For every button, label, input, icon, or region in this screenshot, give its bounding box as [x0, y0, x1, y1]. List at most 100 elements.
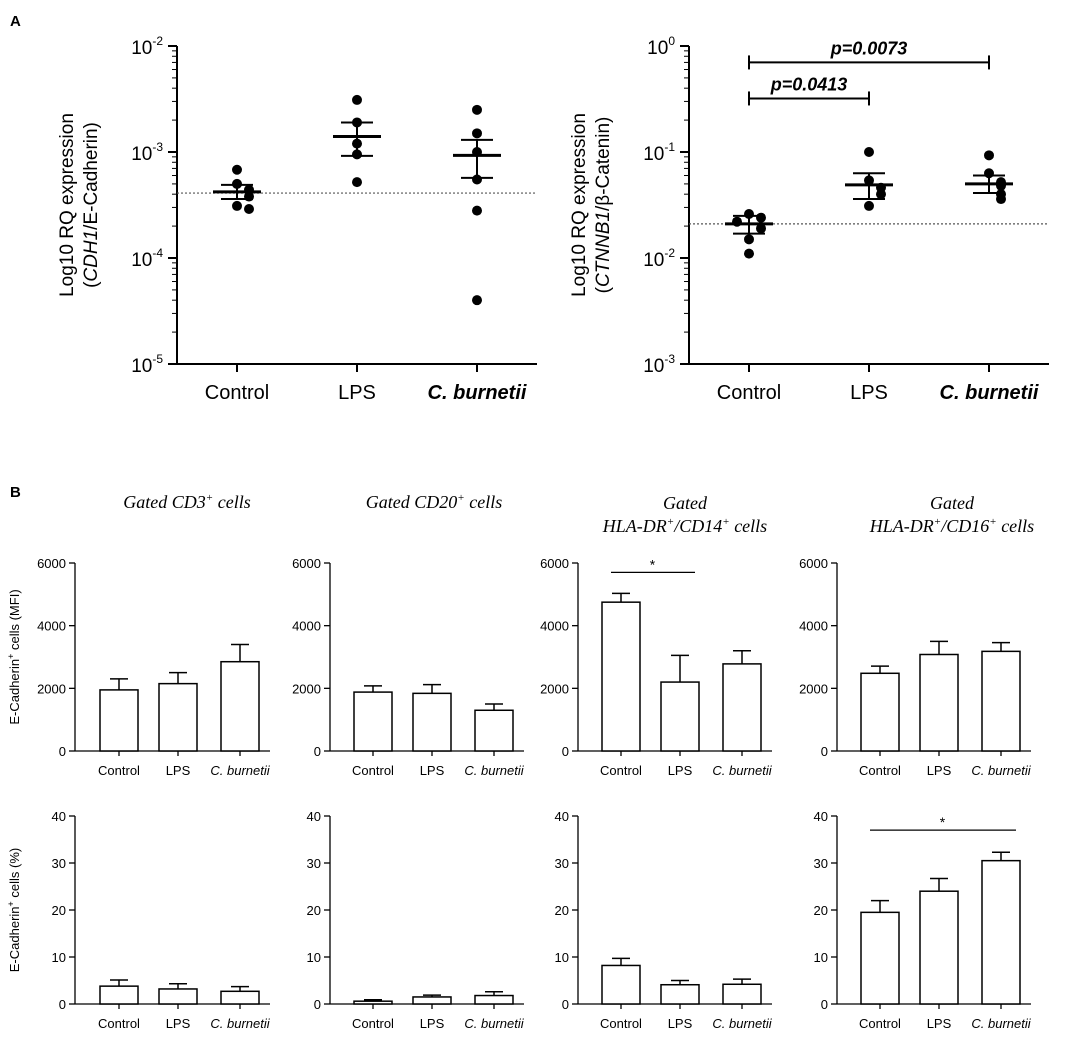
data-point	[864, 147, 874, 157]
data-point	[996, 194, 1006, 205]
bar	[412, 692, 452, 752]
x-tick-label: C. burnetii	[464, 763, 524, 778]
significance-star: *	[940, 814, 946, 830]
data-point	[472, 205, 482, 216]
column-title-line1: Gated	[663, 493, 708, 513]
y-tick-label: 6000	[292, 556, 321, 571]
x-tick-label: LPS	[927, 763, 952, 778]
y-tick-label: 20	[814, 903, 828, 918]
x-tick-label: Control	[98, 763, 140, 778]
bar	[99, 985, 139, 1005]
data-point	[744, 234, 754, 245]
bar-chart-r2-c4: 0 10 20 30 40 *	[814, 809, 1031, 1012]
x-tick-label: C. burnetii	[464, 1016, 524, 1031]
bar	[601, 601, 641, 752]
x-tick-label: Control	[98, 1016, 140, 1031]
y-tick-label: 0	[562, 997, 569, 1012]
y-axis-title: Log10 RQ expression	[57, 113, 78, 297]
y-tick-label: 10	[307, 950, 321, 965]
y-tick-label: 6000	[799, 556, 828, 571]
data-point	[244, 203, 254, 214]
bar-chart-r2-c2: 0 10 20 30 40	[307, 809, 524, 1012]
column-title-line2: HLA-DR+/CD14+ cells	[602, 516, 767, 536]
bar	[220, 660, 260, 752]
y-tick-label: 4000	[37, 619, 66, 634]
bar	[474, 709, 514, 752]
column-title-line1: Gated CD3+ cells	[123, 492, 250, 512]
data-point	[876, 189, 886, 200]
data-point	[864, 200, 874, 211]
significance-label: p=0.0413	[770, 74, 848, 94]
x-tick-label: Control	[352, 763, 394, 778]
y-axis-title: Log10 RQ expression	[569, 113, 590, 297]
y-tick-label: 40	[555, 809, 569, 824]
y-tick-label: 6000	[37, 556, 66, 571]
y-tick-label: 20	[555, 903, 569, 918]
y-tick-label: 6000	[540, 556, 569, 571]
y-tick-label: 0	[59, 744, 66, 759]
x-tick-label: Control	[600, 1016, 642, 1031]
x-tick-label: LPS	[420, 1016, 445, 1031]
bar-chart-r1-c4: 0 2000 4000 6000	[799, 556, 1031, 759]
y-tick-label: 30	[814, 856, 828, 871]
y-tick-label: 20	[52, 903, 66, 918]
x-tick-label: Control	[859, 1016, 901, 1031]
data-point	[472, 104, 482, 115]
y-tick-label: 10-4	[131, 246, 163, 271]
scatter-plot-a2: 100 10-1 10-2 10-3 p=0.0073 p=0.0413 Log10 RQ …	[569, 34, 1049, 377]
y-tick-label: 10	[814, 950, 828, 965]
significance-star: *	[650, 556, 656, 572]
y-tick-label: 4000	[540, 619, 569, 634]
y-tick-label: 2000	[37, 681, 66, 696]
column-title: Gated CD3+ cells	[123, 492, 250, 512]
data-point	[472, 128, 482, 139]
data-point	[756, 223, 766, 234]
x-tick-label: C. burnetii	[971, 763, 1031, 778]
panel-letter-a: A	[10, 13, 21, 30]
bar	[981, 650, 1021, 752]
y-tick-label: 100	[647, 34, 675, 59]
data-point	[232, 200, 242, 211]
bar-chart-r2-c1: 0 10 20 30 40	[52, 809, 270, 1012]
column-title: Gated CD20+ cells	[366, 492, 502, 512]
bar	[722, 663, 762, 752]
bar	[860, 911, 900, 1005]
y-tick-label: 0	[821, 997, 828, 1012]
bar	[722, 983, 762, 1005]
column-title-line1: Gated	[930, 493, 975, 513]
bar-chart-r1-c2: 0 2000 4000 6000	[292, 556, 524, 759]
bar	[99, 689, 139, 752]
y-tick-label: 0	[59, 997, 66, 1012]
bar	[601, 964, 641, 1005]
significance-label: p=0.0073	[830, 38, 908, 58]
y-tick-label: 4000	[292, 619, 321, 634]
x-tick-label: LPS	[927, 1016, 952, 1031]
column-title-line2: HLA-DR+/CD16+ cells	[869, 516, 1034, 536]
y-tick-label: 10	[555, 950, 569, 965]
data-point	[744, 248, 754, 259]
bar	[353, 691, 393, 752]
bar	[981, 859, 1021, 1005]
x-tick-label: C. burnetii	[940, 382, 1039, 404]
bar	[412, 996, 452, 1005]
y-tick-label: 30	[307, 856, 321, 871]
y-tick-label: 10-5	[131, 352, 163, 377]
x-tick-label: C. burnetii	[210, 763, 270, 778]
y-tick-label: 4000	[799, 619, 828, 634]
data-point	[756, 212, 766, 223]
y-tick-label: 30	[52, 856, 66, 871]
x-tick-label: C. burnetii	[712, 1016, 772, 1031]
y-tick-label: 0	[562, 744, 569, 759]
x-tick-label: LPS	[420, 763, 445, 778]
bar	[660, 983, 700, 1005]
bar	[158, 682, 198, 752]
x-tick-label: C. burnetii	[210, 1016, 270, 1031]
y-axis-subtitle: (CDH1/E-Cadherin)	[81, 122, 102, 288]
x-tick-label: Control	[859, 763, 901, 778]
y-tick-label: 2000	[540, 681, 569, 696]
x-tick-label: C. burnetii	[971, 1016, 1031, 1031]
y-tick-label: 0	[821, 744, 828, 759]
y-tick-label: 10-3	[131, 140, 163, 165]
bar-chart-r1-c1: 0 2000 4000 6000	[37, 556, 270, 759]
y-tick-label: 0	[314, 997, 321, 1012]
